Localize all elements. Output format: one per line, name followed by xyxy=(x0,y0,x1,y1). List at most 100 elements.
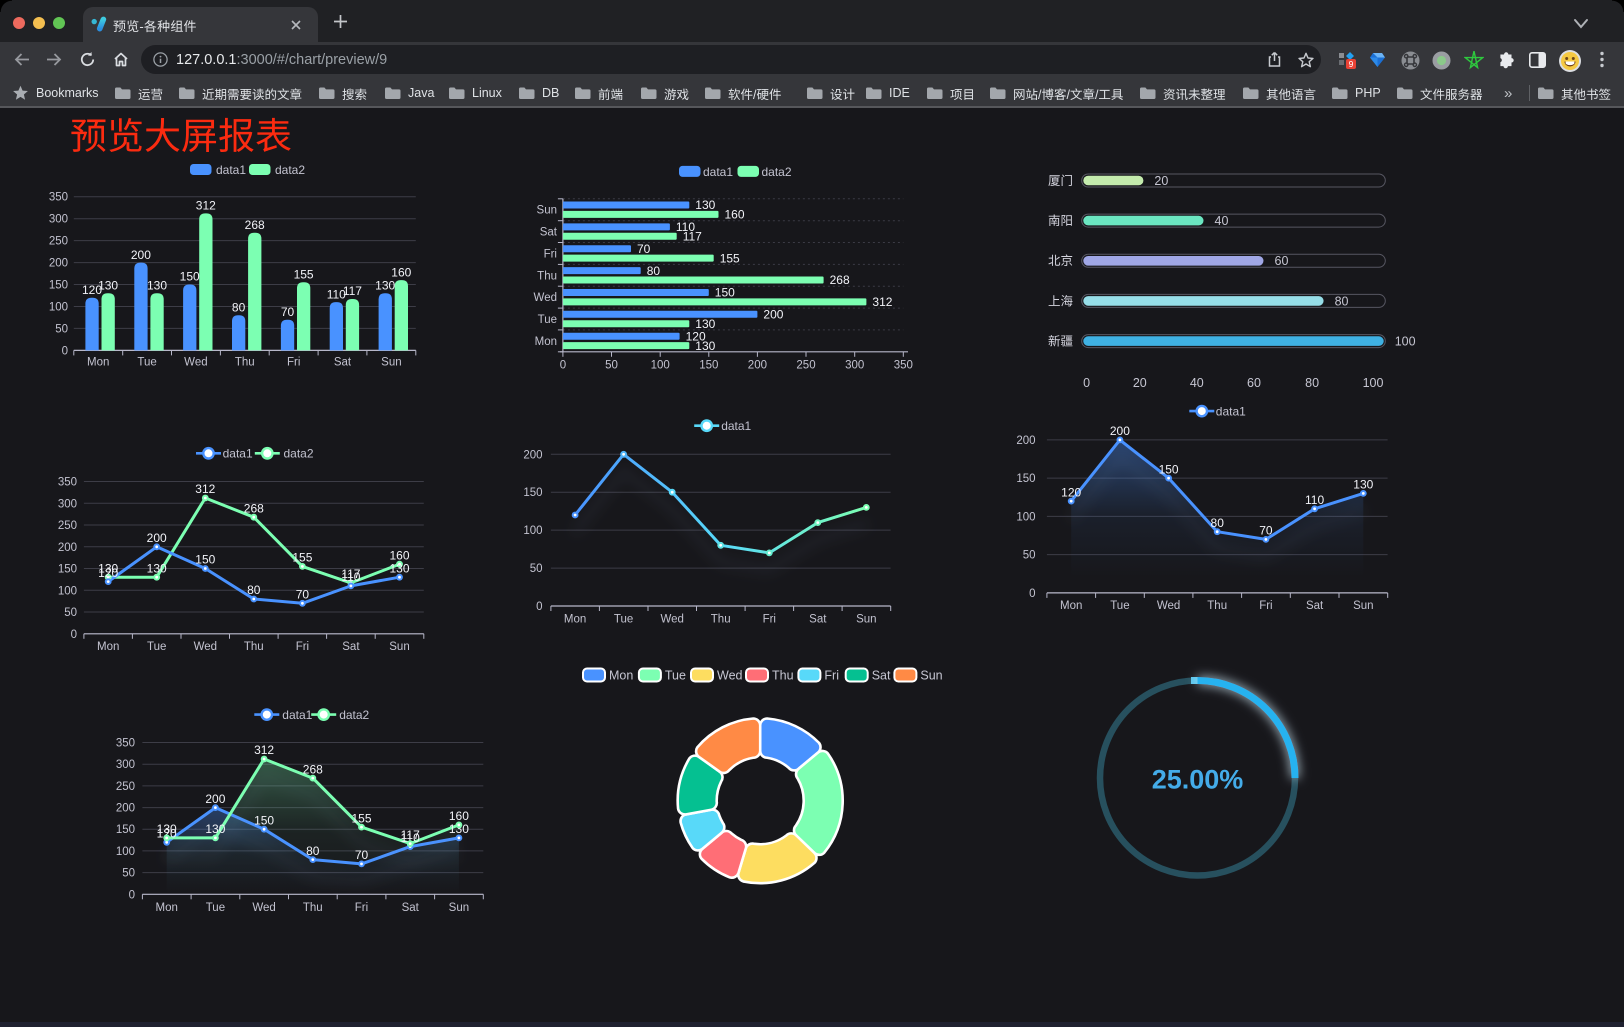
svg-text:Wed: Wed xyxy=(1157,600,1180,612)
svg-text:80: 80 xyxy=(1335,294,1349,308)
svg-text:120: 120 xyxy=(1061,485,1081,499)
svg-text:150: 150 xyxy=(1016,473,1035,485)
svg-text:150: 150 xyxy=(116,824,135,836)
svg-text:155: 155 xyxy=(351,811,371,825)
svg-text:150: 150 xyxy=(49,280,68,292)
svg-text:200: 200 xyxy=(763,308,783,322)
svg-text:0: 0 xyxy=(536,601,542,613)
svg-text:312: 312 xyxy=(872,295,892,309)
svg-text:130: 130 xyxy=(389,561,409,575)
svg-text:130: 130 xyxy=(695,198,715,212)
svg-text:0: 0 xyxy=(1083,376,1090,390)
svg-text:120: 120 xyxy=(98,566,118,580)
svg-text:20: 20 xyxy=(1133,376,1147,390)
svg-text:130: 130 xyxy=(695,317,715,331)
svg-text:300: 300 xyxy=(116,759,135,771)
svg-text:Thu: Thu xyxy=(303,902,323,914)
svg-text:200: 200 xyxy=(49,258,68,270)
svg-text:厦门: 厦门 xyxy=(1048,174,1073,188)
svg-text:南阳: 南阳 xyxy=(1048,214,1073,228)
svg-text:312: 312 xyxy=(254,743,274,757)
svg-text:350: 350 xyxy=(116,738,135,750)
svg-text:130: 130 xyxy=(695,339,715,353)
svg-text:110: 110 xyxy=(676,220,695,234)
svg-text:110: 110 xyxy=(401,831,420,845)
svg-text:Wed: Wed xyxy=(660,614,683,626)
svg-text:70: 70 xyxy=(355,848,369,862)
svg-text:130: 130 xyxy=(98,279,118,293)
svg-text:250: 250 xyxy=(49,236,68,248)
svg-text:110: 110 xyxy=(1305,493,1324,507)
svg-text:200: 200 xyxy=(131,248,151,262)
svg-text:Wed: Wed xyxy=(717,669,743,683)
svg-text:312: 312 xyxy=(195,482,215,496)
svg-text:40: 40 xyxy=(1190,376,1204,390)
svg-text:Tue: Tue xyxy=(137,357,156,369)
svg-text:data2: data2 xyxy=(339,708,369,722)
svg-text:155: 155 xyxy=(292,551,312,565)
svg-text:50: 50 xyxy=(605,360,618,372)
svg-text:150: 150 xyxy=(195,553,215,567)
svg-text:300: 300 xyxy=(58,498,77,510)
svg-text:268: 268 xyxy=(303,762,323,776)
svg-text:80: 80 xyxy=(1211,516,1225,530)
svg-text:Wed: Wed xyxy=(252,902,275,914)
svg-text:130: 130 xyxy=(147,561,167,575)
svg-text:Sat: Sat xyxy=(402,902,420,914)
svg-text:100: 100 xyxy=(651,360,670,372)
svg-text:Mon: Mon xyxy=(1060,600,1082,612)
svg-text:新疆: 新疆 xyxy=(1048,334,1073,348)
svg-text:data1: data1 xyxy=(223,447,253,461)
svg-text:Sat: Sat xyxy=(342,641,360,653)
svg-text:Mon: Mon xyxy=(97,641,119,653)
svg-text:80: 80 xyxy=(306,844,320,858)
svg-text:北京: 北京 xyxy=(1048,254,1073,268)
svg-text:Sun: Sun xyxy=(537,205,557,217)
svg-text:100: 100 xyxy=(1016,511,1035,523)
svg-text:50: 50 xyxy=(55,323,68,335)
svg-text:80: 80 xyxy=(247,583,261,597)
svg-text:200: 200 xyxy=(58,542,77,554)
svg-text:50: 50 xyxy=(1023,550,1036,562)
svg-text:160: 160 xyxy=(725,208,745,222)
svg-text:Sat: Sat xyxy=(1306,600,1324,612)
svg-text:200: 200 xyxy=(1016,435,1035,447)
svg-text:130: 130 xyxy=(449,822,469,836)
svg-text:60: 60 xyxy=(1247,376,1261,390)
svg-text:data1: data1 xyxy=(282,708,312,722)
svg-text:0: 0 xyxy=(62,345,68,357)
svg-text:Wed: Wed xyxy=(534,292,557,304)
svg-text:0: 0 xyxy=(129,889,135,901)
svg-text:117: 117 xyxy=(683,230,702,244)
svg-text:Wed: Wed xyxy=(194,641,217,653)
svg-text:300: 300 xyxy=(49,214,68,226)
svg-text:Fri: Fri xyxy=(287,357,300,369)
svg-text:117: 117 xyxy=(401,828,420,842)
svg-text:268: 268 xyxy=(830,273,850,287)
svg-text:data1: data1 xyxy=(216,163,246,177)
svg-text:268: 268 xyxy=(244,501,264,515)
svg-text:200: 200 xyxy=(1110,424,1130,438)
svg-text:80: 80 xyxy=(232,301,246,315)
svg-text:110: 110 xyxy=(327,287,346,301)
svg-text:130: 130 xyxy=(98,561,118,575)
svg-text:200: 200 xyxy=(748,360,767,372)
svg-text:Sun: Sun xyxy=(449,902,469,914)
svg-text:120: 120 xyxy=(82,283,102,297)
svg-text:312: 312 xyxy=(196,199,216,213)
svg-text:100: 100 xyxy=(49,302,68,314)
svg-text:Mon: Mon xyxy=(156,902,178,914)
svg-text:Sun: Sun xyxy=(856,614,876,626)
svg-text:70: 70 xyxy=(637,242,651,256)
svg-text:Sat: Sat xyxy=(809,614,827,626)
svg-text:Tue: Tue xyxy=(147,641,166,653)
svg-text:150: 150 xyxy=(699,360,718,372)
svg-text:Sat: Sat xyxy=(872,669,891,683)
svg-text:Thu: Thu xyxy=(537,270,557,282)
svg-text:Thu: Thu xyxy=(1207,600,1227,612)
svg-text:data2: data2 xyxy=(275,163,305,177)
svg-text:70: 70 xyxy=(281,305,295,319)
svg-text:Tue: Tue xyxy=(665,669,686,683)
svg-text:50: 50 xyxy=(64,607,77,619)
svg-text:200: 200 xyxy=(523,449,542,461)
